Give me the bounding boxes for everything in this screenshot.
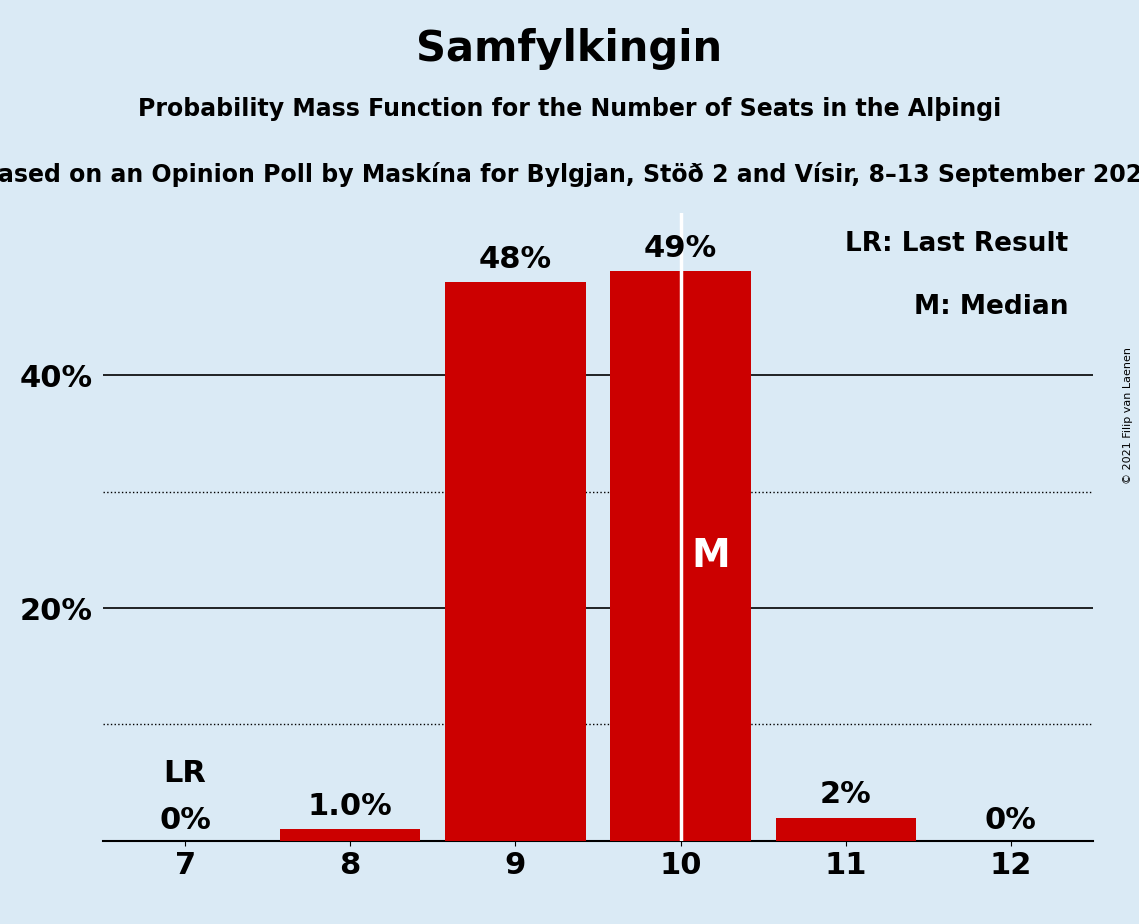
Text: LR: Last Result: LR: Last Result bbox=[845, 231, 1068, 258]
Text: 1.0%: 1.0% bbox=[308, 792, 393, 821]
Text: 2%: 2% bbox=[820, 781, 871, 809]
Text: 0%: 0% bbox=[159, 806, 211, 835]
Text: Samfylkingin: Samfylkingin bbox=[417, 28, 722, 69]
Text: Based on an Opinion Poll by Maskína for Bylgjan, Stöð 2 and Vísir, 8–13 Septembe: Based on an Opinion Poll by Maskína for … bbox=[0, 162, 1139, 187]
Text: Probability Mass Function for the Number of Seats in the Alþingi: Probability Mass Function for the Number… bbox=[138, 97, 1001, 121]
Text: M: Median: M: Median bbox=[915, 294, 1068, 321]
Text: LR: LR bbox=[164, 760, 206, 788]
Text: 48%: 48% bbox=[478, 245, 552, 274]
Bar bbox=[776, 818, 916, 841]
Text: 0%: 0% bbox=[985, 806, 1036, 835]
Text: M: M bbox=[691, 537, 730, 575]
Bar bbox=[445, 283, 585, 841]
Bar bbox=[611, 271, 751, 841]
Text: © 2021 Filip van Laenen: © 2021 Filip van Laenen bbox=[1123, 347, 1133, 484]
Bar bbox=[280, 829, 420, 841]
Text: 49%: 49% bbox=[644, 234, 718, 262]
